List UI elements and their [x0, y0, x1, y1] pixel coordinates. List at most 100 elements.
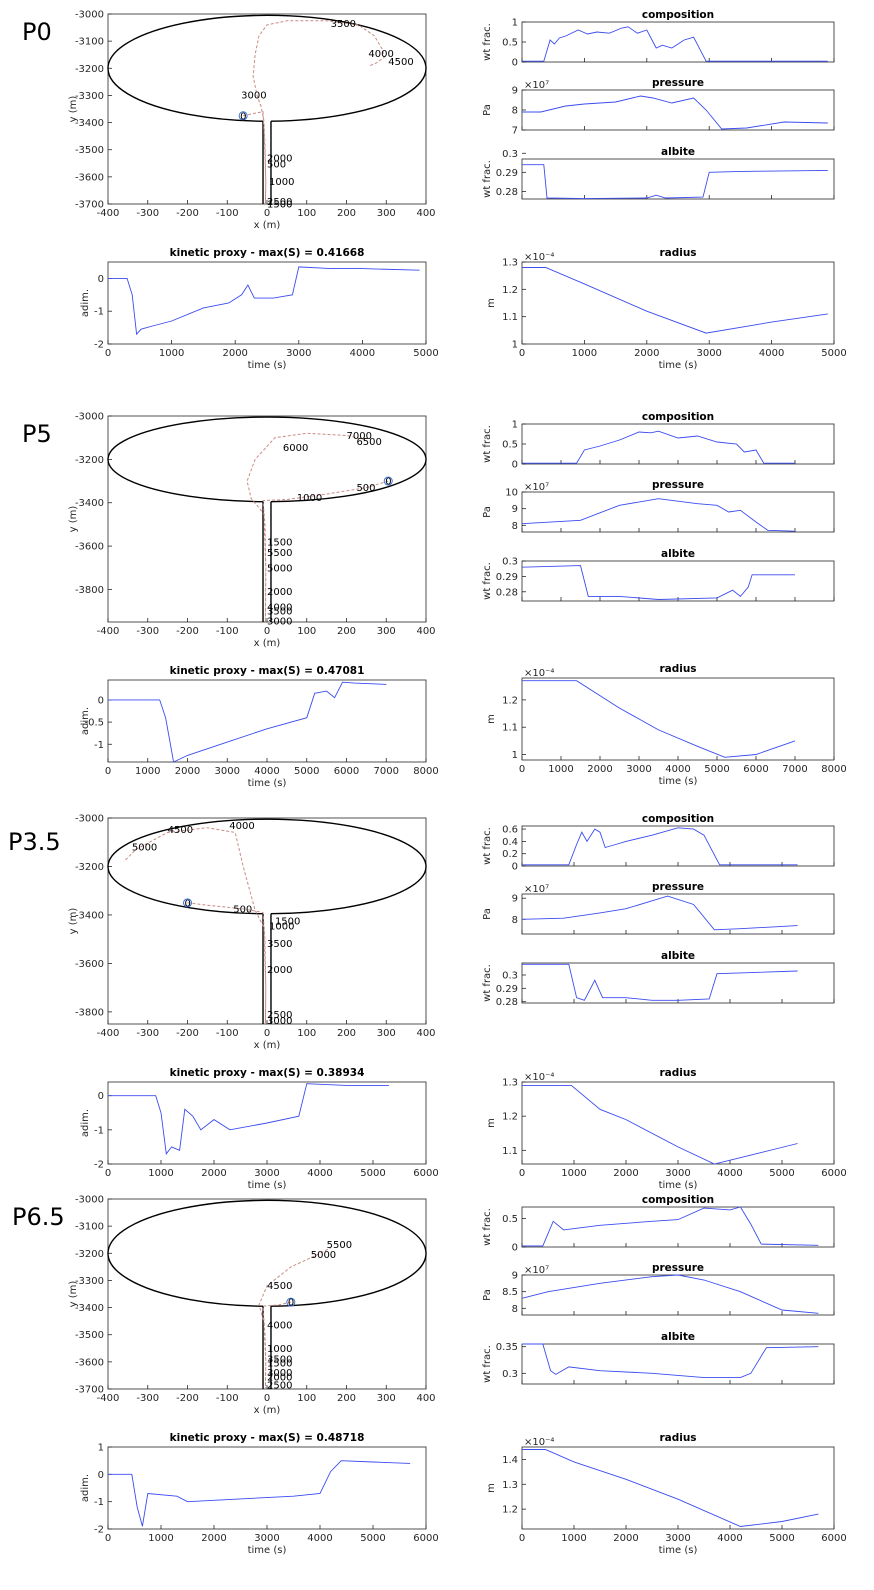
albite-frame	[521, 1343, 835, 1385]
composition-series	[522, 430, 795, 464]
radius-title: radius	[659, 663, 696, 675]
radius-ytick-label: 1.4	[502, 1455, 518, 1466]
trajectory-xtick-label: -200	[176, 208, 199, 219]
kinetic-frame	[107, 261, 427, 345]
trajectory-ytick-label: -3300	[75, 1276, 104, 1287]
trajectory-xtick-label: -400	[97, 1393, 120, 1404]
trajectory-ytick-label: -3300	[75, 91, 104, 102]
parameter-label: P3.5	[8, 828, 61, 856]
chamber-outline	[107, 14, 427, 122]
time-annotation: 1500	[267, 200, 292, 211]
trajectory-ytick-label: -3800	[75, 1007, 104, 1018]
pressure-frame	[521, 89, 835, 131]
radius-ylabel: m	[486, 1118, 497, 1128]
albite-ytick-label: 0.29	[496, 572, 518, 583]
pressure-series	[521, 498, 796, 532]
composition-ytick-label: 0.4	[502, 837, 518, 848]
time-annotation: 0	[385, 477, 391, 488]
kinetic-ytick-label: 0	[98, 1091, 104, 1102]
pressure-ylabel: Pa	[482, 104, 493, 116]
radius-exponent: ×10⁻⁴	[524, 252, 554, 263]
kinetic-xtick-label: 1000	[135, 766, 160, 777]
trajectory-path	[243, 20, 385, 205]
radius-ytick-label: 1	[512, 750, 518, 761]
parameter-label: P5	[22, 420, 52, 448]
time-annotation: 4000	[267, 602, 292, 613]
radius-xtick-label: 3000	[665, 1533, 690, 1544]
albite-ytick-label: 0.3	[502, 1369, 518, 1380]
chamber-outline	[107, 416, 427, 503]
radius-xtick-label: 3000	[665, 1168, 690, 1179]
kinetic-ylabel: adim.	[80, 1474, 91, 1502]
pressure-series	[521, 1274, 819, 1314]
pressure-series	[521, 895, 798, 931]
trajectory-xtick-label: -300	[136, 626, 159, 637]
radius-ytick-label: 1.2	[502, 695, 518, 706]
trajectory-ytick-label: -3700	[75, 1385, 104, 1396]
trajectory-xtick-label: -400	[97, 626, 120, 637]
trajectory-xtick-label: -400	[97, 1028, 120, 1039]
composition-frame	[521, 825, 835, 867]
time-annotation: 3500	[267, 607, 292, 618]
composition-ylabel: wt frac.	[482, 827, 493, 865]
radius-title: radius	[659, 1067, 696, 1079]
radius-xtick-label: 5000	[704, 764, 729, 775]
albite-ytick-label: 0.28	[496, 587, 518, 598]
kinetic-series	[108, 681, 387, 763]
kinetic-xlabel: time (s)	[248, 1180, 287, 1191]
trajectory-ytick-label: -3000	[75, 412, 104, 423]
start-marker	[238, 111, 248, 121]
pressure-title: pressure	[652, 881, 704, 893]
trajectory-xtick-label: 200	[337, 1028, 356, 1039]
composition-series	[522, 26, 828, 62]
time-annotation: 2000	[267, 153, 292, 164]
composition-title: composition	[642, 1194, 714, 1206]
composition-frame	[521, 423, 835, 465]
time-annotation: 4500	[267, 1281, 292, 1292]
radius-ylabel: m	[486, 298, 497, 308]
composition-ytick-label: 1	[512, 18, 518, 29]
trajectory-xtick-label: -400	[97, 208, 120, 219]
kinetic-ytick-label: -2	[94, 1525, 104, 1536]
radius-xtick-label: 2000	[587, 764, 612, 775]
kinetic-xlabel: time (s)	[248, 360, 287, 371]
trajectory-ytick-label: -3400	[75, 118, 104, 129]
trajectory-ytick-label: -3200	[75, 455, 104, 466]
time-annotation: 3500	[267, 939, 292, 950]
composition-ytick-label: 0	[512, 862, 518, 873]
radius-exponent: ×10⁻⁴	[524, 1437, 554, 1448]
kinetic-xtick-label: 6000	[413, 1533, 438, 1544]
trajectory-xtick-label: 200	[337, 626, 356, 637]
trajectory-ytick-label: -3700	[75, 200, 104, 211]
kinetic-ytick-label: -0.5	[84, 718, 104, 729]
trajectory-xtick-label: 100	[297, 1393, 316, 1404]
time-annotation: 2000	[267, 587, 292, 598]
radius-xtick-label: 8000	[821, 764, 846, 775]
start-marker	[383, 476, 393, 486]
time-annotation: 0	[288, 1298, 294, 1309]
trajectory-xtick-label: 300	[377, 208, 396, 219]
radius-frame	[521, 261, 835, 345]
trajectory-xtick-label: -200	[176, 1028, 199, 1039]
pressure-ytick-label: 9	[512, 86, 518, 97]
time-annotation: 4500	[168, 825, 193, 836]
composition-ytick-label: 0	[512, 460, 518, 471]
pressure-ylabel: Pa	[482, 908, 493, 920]
albite-ytick-label: 0.29	[496, 168, 518, 179]
radius-xtick-label: 5000	[769, 1533, 794, 1544]
composition-ytick-label: 0	[512, 58, 518, 69]
radius-xlabel: time (s)	[659, 776, 698, 787]
pressure-exponent: ×10⁷	[524, 1265, 549, 1276]
radius-exponent: ×10⁻⁴	[524, 668, 554, 679]
kinetic-title: kinetic proxy - max(S) = 0.38934	[170, 1067, 365, 1079]
trajectory-xtick-label: 400	[416, 1028, 435, 1039]
time-annotation: 3000	[267, 1016, 292, 1027]
radius-xtick-label: 3000	[696, 348, 721, 359]
trajectory-xtick-label: 300	[377, 1028, 396, 1039]
trajectory-xtick-label: 300	[377, 1393, 396, 1404]
time-annotation: 3500	[267, 1355, 292, 1366]
albite-frame	[521, 560, 835, 602]
kinetic-frame	[107, 1446, 427, 1530]
radius-ytick-label: 1.1	[502, 723, 518, 734]
radius-xtick-label: 6000	[743, 764, 768, 775]
